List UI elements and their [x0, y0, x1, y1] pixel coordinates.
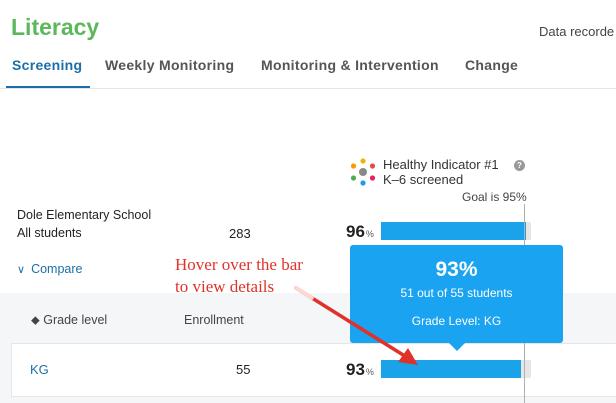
annotation-text: Hover over the bar to view details — [175, 255, 303, 296]
school-enrollment: 283 — [229, 226, 251, 241]
compare-toggle[interactable]: ∨ Compare — [17, 262, 82, 276]
question-icon[interactable]: ? — [514, 160, 525, 171]
goal-label: Goal is 95% — [462, 190, 527, 204]
row-progress-bar[interactable] — [381, 360, 521, 378]
tab-screening[interactable]: Screening — [12, 57, 83, 73]
school-percent: 96% — [346, 222, 374, 242]
indicator-title: Healthy Indicator #1 — [383, 157, 499, 172]
school-percent-value: 96 — [346, 222, 365, 241]
tooltip-grade: Grade Level: KG — [411, 314, 502, 328]
row-percent-symbol: % — [365, 367, 374, 377]
row-percent-value: 93 — [346, 360, 365, 379]
enrollment-header: Enrollment — [184, 313, 244, 327]
bar-tooltip: 93% 51 out of 55 students Grade Level: K… — [350, 245, 563, 343]
chevron-down-icon: ∨ — [17, 264, 26, 276]
data-recorded-label: Data recorde — [539, 24, 615, 39]
tooltip-percent: 93% — [435, 258, 478, 281]
tab-weekly-monitoring[interactable]: Weekly Monitoring — [105, 57, 235, 73]
school-progress-bar[interactable] — [381, 222, 526, 240]
sort-icon: ⬥ — [31, 313, 40, 327]
tab-monitoring-intervention[interactable]: Monitoring & Intervention — [261, 57, 439, 73]
tab-change[interactable]: Change — [465, 57, 519, 73]
tooltip-detail: 51 out of 55 students — [400, 286, 513, 300]
row-percent: 93% — [346, 360, 374, 380]
school-name: Dole Elementary School — [17, 208, 152, 222]
row-enrollment: 55 — [236, 362, 251, 377]
school-percent-symbol: % — [365, 229, 374, 239]
group-label: All students — [17, 226, 82, 240]
tabs-divider — [0, 88, 616, 89]
app-title: Literacy — [11, 14, 100, 40]
compare-label: Compare — [31, 262, 83, 276]
grade-link[interactable]: KG — [30, 362, 49, 377]
healthy-indicator-logo-icon — [350, 158, 376, 186]
indicator-subtitle: K–6 screened — [383, 172, 464, 187]
active-tab-indicator — [6, 86, 90, 88]
grade-level-header-label: Grade level — [43, 313, 108, 327]
tooltip-pointer — [449, 343, 465, 351]
grade-level-header[interactable]: ⬥ Grade level — [31, 313, 107, 328]
